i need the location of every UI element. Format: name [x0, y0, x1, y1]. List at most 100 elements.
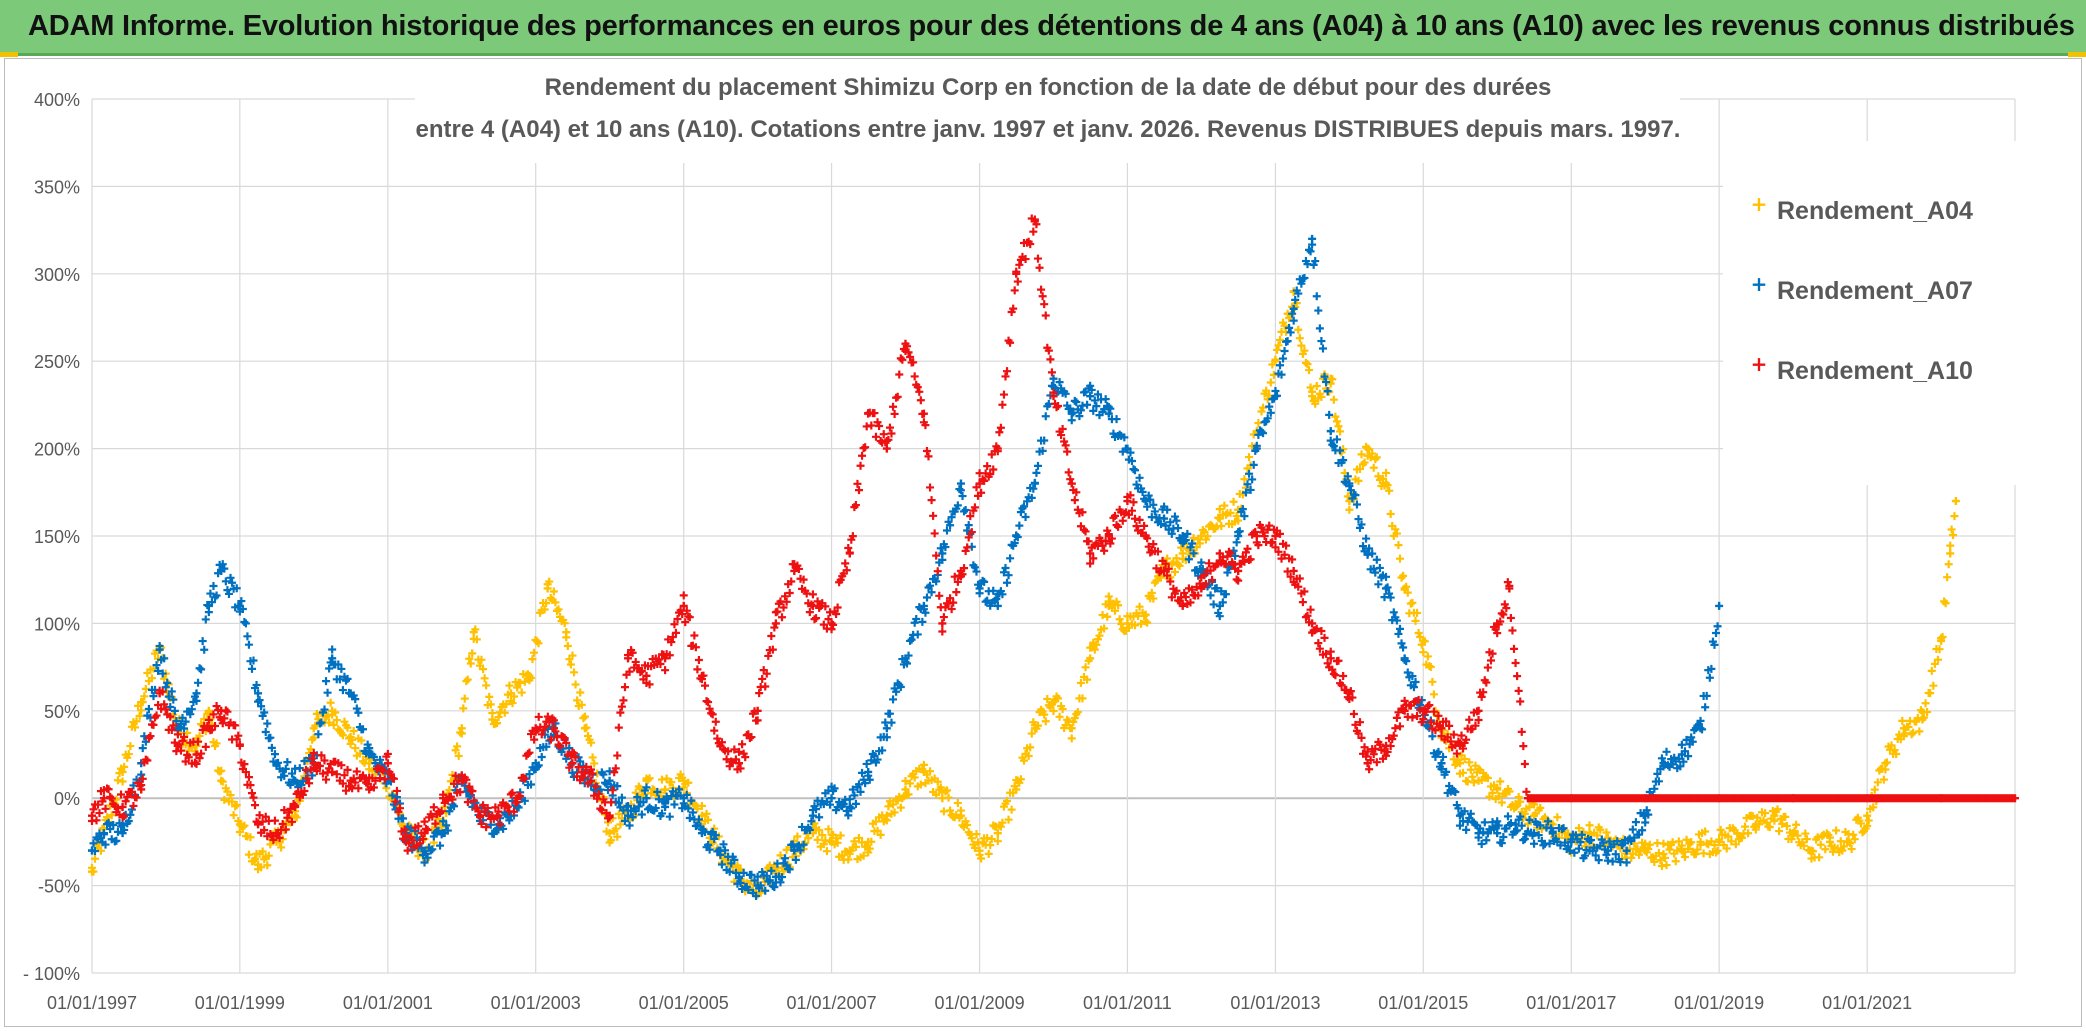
data-point — [933, 777, 942, 786]
data-point — [1847, 845, 1856, 854]
data-point — [704, 698, 713, 707]
data-point — [1466, 765, 1475, 774]
data-point — [1354, 729, 1363, 738]
data-point — [92, 816, 101, 825]
data-point — [1186, 598, 1195, 607]
data-point — [229, 811, 238, 820]
data-point — [910, 372, 919, 381]
data-point — [1523, 794, 1532, 803]
data-point — [1434, 747, 1443, 756]
data-point — [580, 712, 589, 721]
data-point — [1696, 724, 1705, 733]
data-point — [1240, 512, 1249, 521]
data-point — [637, 666, 646, 675]
data-point — [235, 741, 244, 750]
data-point — [1329, 442, 1338, 451]
data-point — [697, 829, 706, 838]
data-point — [291, 776, 300, 785]
data-point — [1328, 665, 1337, 674]
data-point — [1799, 841, 1808, 850]
data-point — [1400, 696, 1409, 705]
data-point — [1174, 524, 1183, 533]
data-point — [169, 695, 178, 704]
data-point — [1181, 593, 1190, 602]
data-point — [1232, 575, 1241, 584]
data-point — [540, 605, 549, 614]
data-point — [173, 730, 182, 739]
data-point — [1659, 759, 1668, 768]
data-point — [543, 712, 552, 721]
data-point — [1110, 511, 1119, 520]
data-point — [956, 566, 965, 575]
data-point — [770, 623, 779, 632]
data-point — [764, 877, 773, 886]
data-point — [295, 764, 304, 773]
data-point — [808, 590, 817, 599]
legend: + Rendement_A04 + Rendement_A07 + Rendem… — [1723, 141, 2023, 485]
data-point — [217, 706, 226, 715]
data-point — [204, 715, 213, 724]
data-point — [556, 742, 565, 751]
data-point — [1468, 772, 1477, 781]
data-point — [1271, 543, 1280, 552]
data-point — [1266, 378, 1275, 387]
data-point — [272, 829, 281, 838]
data-point — [1229, 497, 1238, 506]
data-point — [577, 700, 586, 709]
data-point — [201, 615, 210, 624]
data-point — [685, 613, 694, 622]
data-point — [1252, 532, 1261, 540]
data-point — [254, 860, 263, 869]
data-point — [964, 533, 973, 542]
data-point — [822, 847, 831, 856]
data-point — [137, 770, 146, 779]
data-point — [716, 846, 725, 855]
data-point — [996, 423, 1005, 432]
data-point — [531, 724, 540, 733]
data-point — [1257, 407, 1266, 416]
data-point — [781, 854, 790, 863]
data-point — [1494, 792, 1503, 801]
data-point — [1662, 747, 1671, 756]
data-point — [827, 837, 836, 846]
data-point — [534, 712, 543, 721]
data-point — [1283, 337, 1292, 346]
data-point — [1354, 476, 1363, 485]
data-point — [277, 843, 286, 852]
data-point — [1382, 479, 1391, 488]
data-point — [895, 370, 904, 379]
data-point — [1813, 833, 1822, 842]
data-point — [1702, 691, 1711, 700]
data-point — [1408, 598, 1417, 607]
x-tick-label: 01/01/2005 — [639, 993, 729, 1013]
data-point — [1748, 812, 1757, 821]
data-point — [1279, 354, 1288, 363]
data-point — [338, 731, 347, 740]
data-point — [1286, 328, 1295, 337]
data-point — [1200, 571, 1209, 580]
data-point — [1135, 515, 1144, 524]
data-point — [882, 733, 891, 742]
data-point — [1674, 837, 1683, 846]
data-point — [1821, 845, 1830, 854]
data-point — [844, 811, 853, 820]
data-point — [1232, 538, 1241, 547]
data-point — [513, 794, 522, 803]
data-point — [631, 807, 640, 816]
data-point — [1215, 549, 1224, 558]
data-point — [1314, 639, 1323, 648]
data-point — [1892, 749, 1901, 758]
data-point — [1240, 475, 1249, 484]
data-point — [1312, 624, 1321, 633]
data-point — [1816, 840, 1825, 849]
data-point — [1141, 497, 1150, 506]
data-point — [697, 801, 706, 810]
data-point — [346, 733, 355, 742]
data-point — [1653, 769, 1662, 778]
data-point — [1399, 643, 1408, 652]
data-point — [178, 737, 187, 746]
data-point — [95, 809, 104, 818]
data-point — [947, 605, 956, 614]
data-point — [1576, 838, 1585, 847]
data-point — [1451, 787, 1460, 796]
